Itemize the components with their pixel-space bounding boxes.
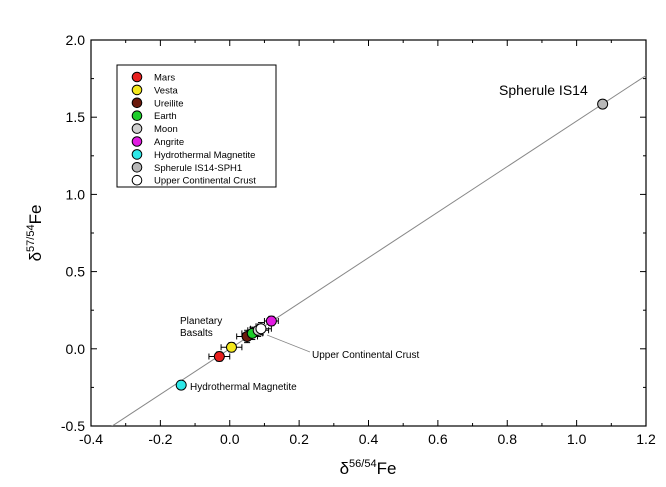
x-axis-label: δ56/54Fe [340,458,397,478]
x-tick-label: -0.4 [79,431,103,447]
point-spherule-is14-sph1 [597,98,609,110]
y-tick-label: -0.5 [61,418,85,434]
annotation-hydrothermal-magnetite: Hydrothermal Magnetite [190,382,297,393]
legend-label-vesta: Vesta [154,85,178,96]
point-upper-continental-crust [255,323,267,335]
y-tick-label: 2.0 [66,32,86,48]
x-tick-label: 1.0 [567,431,587,447]
legend-marker-vesta [131,84,143,96]
legend-label-ureilite: Ureilite [154,98,184,109]
y-tick-label: 1.0 [66,186,86,202]
axis-ticks [90,39,647,427]
legend-marker-upper-continental-crust [131,174,143,186]
legend-label-moon: Moon [154,124,178,135]
annotation-upper-continental-crust: Upper Continental Crust [312,350,419,361]
point-angrite [265,315,277,327]
point-vesta [225,341,237,353]
x-tick-label: 0.2 [289,431,309,447]
x-tick-label: 0.0 [220,431,240,447]
legend-marker-earth [131,110,143,121]
annotation-ucc-pointer [266,334,311,353]
data-points [175,98,609,391]
annotation-spherule: Spherule IS14 [499,82,588,98]
y-tick-label: 1.5 [66,109,86,125]
annotation-planetary-basalts: Planetary Basalts [180,316,225,339]
y-tick-labels: -0.5 0.0 0.5 1.0 1.5 2.0 [61,32,85,434]
legend-box [116,64,277,188]
legend-marker-hydrothermal-magnetite [131,149,143,160]
point-mars [213,351,225,363]
legend-label-mars: Mars [154,73,175,84]
y-tick-label: 0.0 [66,341,86,357]
y-tick-label: 0.5 [66,264,86,280]
legend-marker-spherule-is14-sph1 [131,162,143,173]
reference-line [111,75,646,426]
x-tick-label: 0.8 [498,431,518,447]
x-tick-label: 0.6 [428,431,448,447]
x-tick-labels: -0.4 -0.2 0.0 0.2 0.4 0.6 0.8 1.0 1.2 [79,431,656,447]
point-hydrothermal-magnetite [175,379,187,391]
legend-label-angrite: Angrite [154,137,184,148]
legend-label-spherule-is14-sph1: Spherule IS14-SPH1 [154,163,242,174]
legend-marker-ureilite [131,97,143,109]
legend-label-hydrothermal-magnetite: Hydrothermal Magnetite [154,150,255,161]
legend-marker-angrite [131,136,143,147]
x-tick-label: -0.2 [148,431,172,447]
x-tick-label: 0.4 [359,431,379,447]
y-axis-label: δ57/54Fe [25,205,45,262]
legend-label-earth: Earth [154,111,177,122]
legend-label-upper-continental-crust: Upper Continental Crust [154,176,256,187]
x-tick-label: 1.2 [636,431,656,447]
legend-marker-moon [131,123,143,134]
legend-marker-mars [131,71,143,83]
